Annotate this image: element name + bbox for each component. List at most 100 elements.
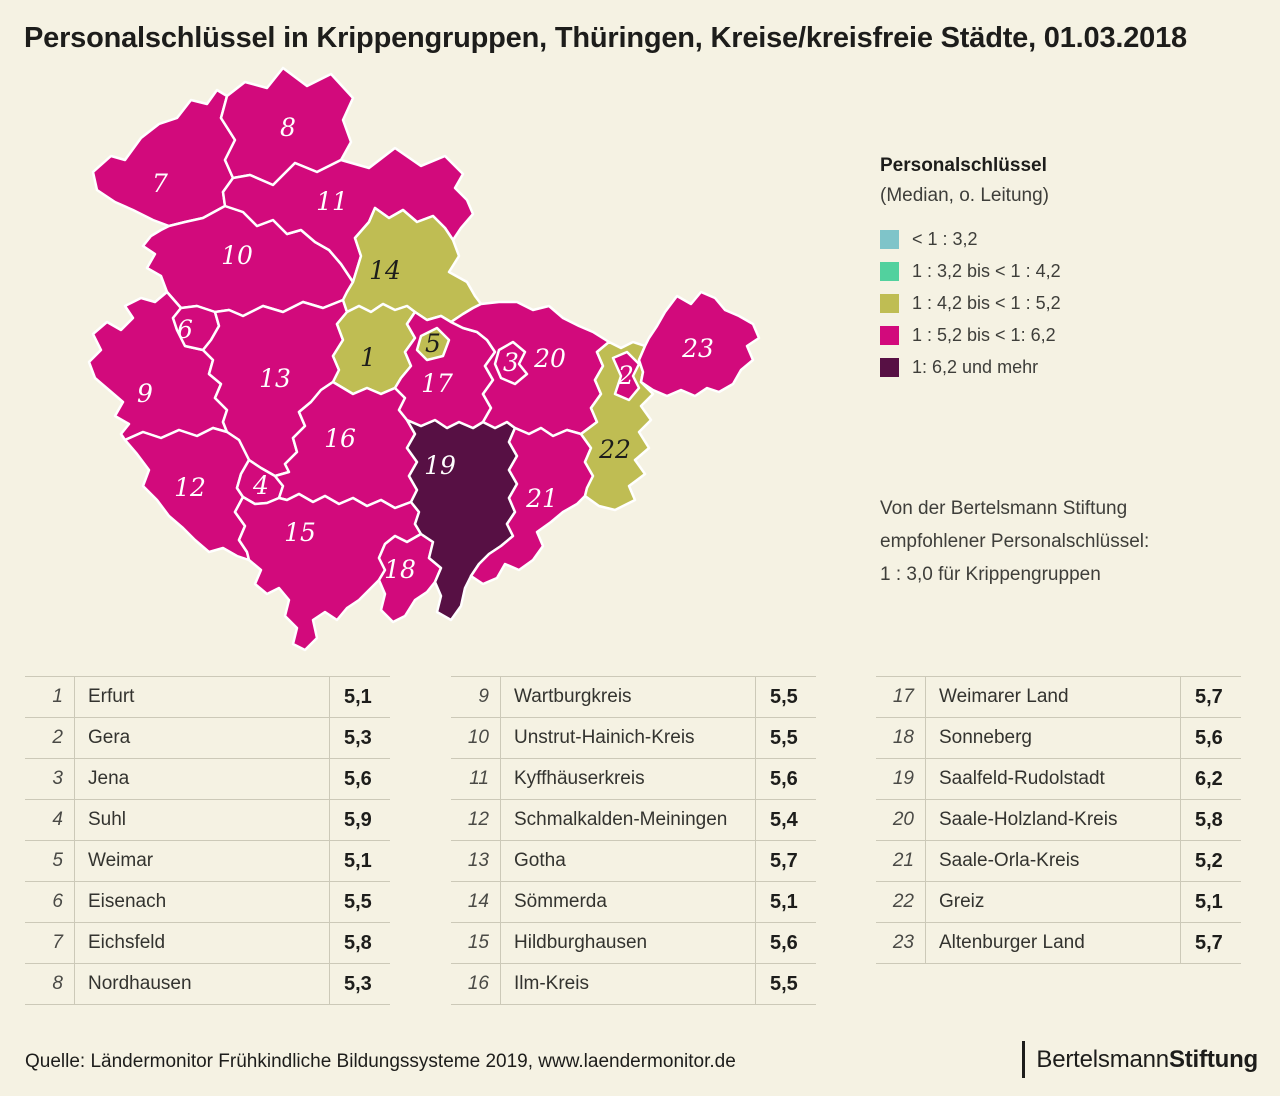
table-row: 6 Eisenach 5,5 — [25, 882, 390, 923]
map-region-label-12: 12 — [174, 473, 206, 502]
district-table-1: 1 Erfurt 5,1 2 Gera 5,3 3 Jena 5,6 4 Suhl 5,9 5 Weima… — [25, 676, 390, 1005]
region-value: 5,5 — [329, 882, 390, 922]
region-number: 4 — [25, 800, 75, 840]
region-value: 5,1 — [329, 677, 390, 717]
region-value: 5,7 — [1180, 677, 1241, 717]
region-value: 5,5 — [755, 677, 816, 717]
region-value: 5,6 — [329, 759, 390, 799]
legend-item-label: 1 : 5,2 bis < 1: 6,2 — [912, 324, 1056, 345]
region-number: 18 — [876, 718, 926, 758]
region-name: Unstrut-Hainich-Kreis — [514, 727, 695, 748]
region-value: 5,1 — [755, 882, 816, 922]
map-region-label-2: 2 — [617, 361, 634, 390]
map-region-label-21: 21 — [525, 484, 558, 513]
region-value: 5,7 — [755, 841, 816, 881]
region-name: Nordhausen — [88, 973, 192, 994]
region-number: 13 — [451, 841, 501, 881]
region-name: Weimar — [88, 850, 154, 871]
table-row: 3 Jena 5,6 — [25, 759, 390, 800]
table-row: 15 Hildburghausen 5,6 — [451, 923, 816, 964]
logo-bar-icon — [1022, 1041, 1026, 1078]
region-number: 2 — [25, 718, 75, 758]
map-region-label-23: 23 — [681, 334, 714, 363]
map-region-5 — [415, 326, 451, 362]
region-name: Wartburgkreis — [514, 686, 632, 707]
region-value: 5,3 — [329, 964, 390, 1004]
region-name: Sonneberg — [939, 727, 1032, 748]
region-value: 5,9 — [329, 800, 390, 840]
table-row: 16 Ilm-Kreis 5,5 — [451, 964, 816, 1005]
map-region-label-20: 20 — [533, 344, 566, 373]
region-number: 8 — [25, 964, 75, 1004]
legend-title: Personalschlüssel — [880, 155, 1047, 176]
region-number: 6 — [25, 882, 75, 922]
region-number: 15 — [451, 923, 501, 963]
region-name: Gotha — [514, 850, 566, 871]
legend-swatch-icon — [880, 357, 899, 377]
source-line: Quelle: Ländermonitor Frühkindliche Bild… — [25, 1051, 736, 1072]
thuringia-choropleth-map: 7 8 10 11 9 6 13 12 14 1 4 16 15 18 19 17 20 21 22 23 5 3 2 — [85, 60, 785, 660]
region-value: 5,8 — [329, 923, 390, 963]
map-region-label-5: 5 — [425, 329, 441, 358]
region-name: Saale-Holzland-Kreis — [939, 809, 1118, 830]
legend-swatch-icon — [880, 293, 899, 313]
logo-text: BertelsmannStiftung — [1036, 1046, 1258, 1074]
recommendation-note: Von der Bertelsmann Stiftung empfohlener… — [880, 492, 1230, 591]
legend-item-4: 1: 6,2 und mehr — [880, 351, 1220, 383]
table-row: 18 Sonneberg 5,6 — [876, 718, 1241, 759]
table-row: 14 Sömmerda 5,1 — [451, 882, 816, 923]
region-value: 5,5 — [755, 964, 816, 1004]
region-value: 5,1 — [1180, 882, 1241, 922]
region-value: 5,6 — [1180, 718, 1241, 758]
region-name: Weimarer Land — [939, 686, 1069, 707]
region-number: 11 — [451, 759, 501, 799]
note-line-2: empfohlener Personalschlüssel: — [880, 531, 1150, 552]
region-name: Altenburger Land — [939, 932, 1085, 953]
legend-item-label: < 1 : 3,2 — [912, 228, 978, 249]
region-name: Jena — [88, 768, 130, 789]
table-row: 19 Saalfeld-Rudolstadt 6,2 — [876, 759, 1241, 800]
district-table-2: 9 Wartburgkreis 5,5 10 Unstrut-Hainich-Kreis… — [451, 676, 816, 1005]
region-name: Ilm-Kreis — [514, 973, 589, 994]
note-line-1: Von der Bertelsmann Stiftung — [880, 498, 1128, 519]
map-region-label-18: 18 — [384, 555, 416, 584]
table-row: 20 Saale-Holzland-Kreis 5,8 — [876, 800, 1241, 841]
table-row: 17 Weimarer Land 5,7 — [876, 677, 1241, 718]
note-line-3: 1 : 3,0 für Krippengruppen — [880, 564, 1101, 585]
region-name: Gera — [88, 727, 131, 748]
map-region-label-9: 9 — [137, 379, 153, 408]
region-name: Kyffhäuserkreis — [514, 768, 645, 789]
region-name: Erfurt — [88, 686, 135, 707]
legend-subtitle: (Median, o. Leitung) — [880, 185, 1049, 206]
region-value: 5,6 — [755, 759, 816, 799]
map-region-3 — [493, 340, 529, 386]
region-number: 22 — [876, 882, 926, 922]
legend-item-1: 1 : 3,2 bis < 1 : 4,2 — [880, 255, 1220, 287]
map-region-label-11: 11 — [316, 187, 348, 216]
region-number: 12 — [451, 800, 501, 840]
map-region-label-15: 15 — [284, 518, 316, 547]
region-name: Schmalkalden-Meiningen — [514, 809, 728, 830]
map-region-2 — [611, 350, 641, 402]
region-value: 5,7 — [1180, 923, 1241, 963]
region-number: 9 — [451, 677, 501, 717]
map-region-label-3: 3 — [503, 348, 519, 377]
map-region-label-7: 7 — [152, 169, 168, 198]
legend-item-label: 1 : 3,2 bis < 1 : 4,2 — [912, 260, 1061, 281]
table-row: 10 Unstrut-Hainich-Kreis 5,5 — [451, 718, 816, 759]
table-row: 21 Saale-Orla-Kreis 5,2 — [876, 841, 1241, 882]
region-value: 5,3 — [329, 718, 390, 758]
map-region-label-13: 13 — [259, 364, 291, 393]
legend-swatch-icon — [880, 261, 899, 281]
table-row: 13 Gotha 5,7 — [451, 841, 816, 882]
region-name: Eichsfeld — [88, 932, 166, 953]
table-row: 5 Weimar 5,1 — [25, 841, 390, 882]
map-region-label-8: 8 — [280, 113, 296, 142]
table-row: 11 Kyffhäuserkreis 5,6 — [451, 759, 816, 800]
map-region-label-19: 19 — [424, 451, 456, 480]
map-region-15 — [233, 492, 423, 652]
region-number: 23 — [876, 923, 926, 963]
legend-item-2: 1 : 4,2 bis < 1 : 5,2 — [880, 287, 1220, 319]
table-row: 12 Schmalkalden-Meiningen 5,4 — [451, 800, 816, 841]
region-value: 5,5 — [755, 718, 816, 758]
